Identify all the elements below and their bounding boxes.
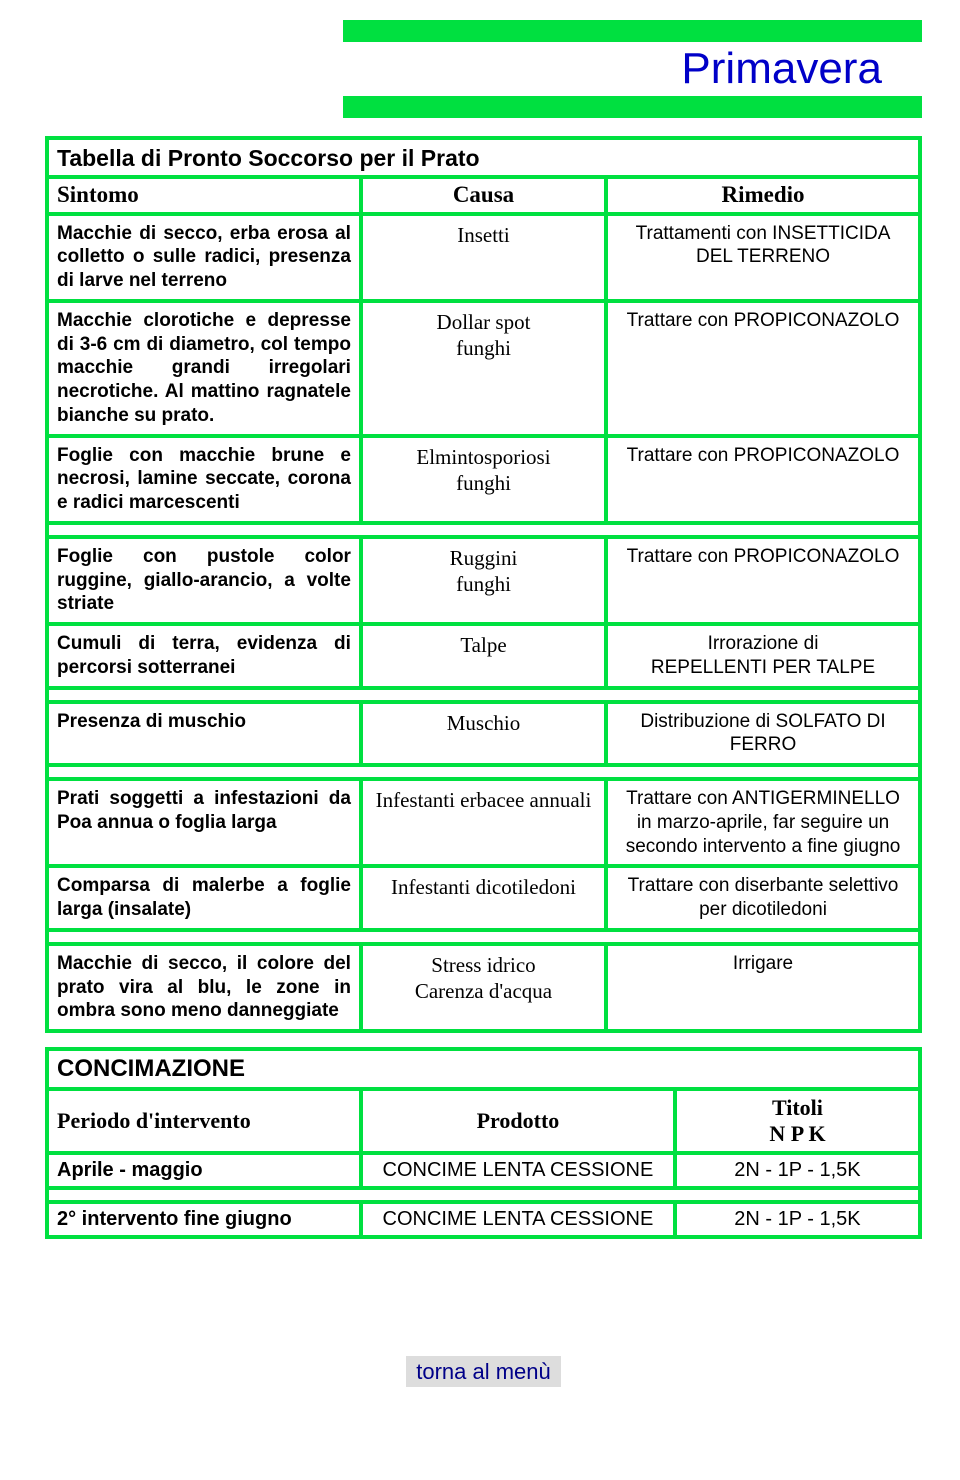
- header-spacer: [45, 96, 343, 118]
- conc-row: Aprile - maggioCONCIME LENTA CESSIONE2N …: [49, 1155, 918, 1186]
- cell-causa: Stress idricoCarenza d'acqua: [363, 946, 604, 1029]
- column-header-sintomo: Sintomo: [49, 179, 359, 212]
- cell-rimedio: Trattare con ANTIGERMINELLOin marzo-apri…: [608, 781, 918, 864]
- group-gap: [49, 525, 918, 535]
- cell-sintomo: Macchie di secco, erba erosa al colletto…: [49, 216, 359, 299]
- table-row: Macchie di secco, erba erosa al colletto…: [49, 216, 918, 299]
- footer-link-wrapper: torna al menù: [45, 1359, 922, 1385]
- back-to-menu-link[interactable]: torna al menù: [406, 1356, 561, 1387]
- cell-rimedio: Irrorazione diREPELLENTI PER TALPE: [608, 626, 918, 686]
- cell-causa: Infestanti dicotiledoni: [363, 868, 604, 928]
- cell-sintomo: Comparsa di malerbe a foglie larga (insa…: [49, 868, 359, 928]
- cell-sintomo: Macchie clorotiche e depresse di 3-6 cm …: [49, 303, 359, 434]
- cell-causa: Elmintosporiosifunghi: [363, 438, 604, 521]
- season-title: Primavera: [641, 42, 922, 96]
- table-row: Foglie con macchie brune e necrosi, lami…: [49, 438, 918, 521]
- conc-cell-periodo: 2° intervento fine giugno: [49, 1204, 359, 1235]
- concimazione-table: CONCIMAZIONE Periodo d'interventoProdotto…: [45, 1047, 922, 1239]
- cell-rimedio: Trattare con diserbante selettivo per di…: [608, 868, 918, 928]
- table-row: Prati soggetti a infestazioni da Poa ann…: [49, 781, 918, 864]
- cell-causa: Insetti: [363, 216, 604, 299]
- table-row: Cumuli di terra, evidenza di percorsi so…: [49, 626, 918, 686]
- header-spacer: [45, 20, 343, 42]
- conc-cell-periodo: Aprile - maggio: [49, 1155, 359, 1186]
- column-header-causa: Causa: [363, 179, 604, 212]
- header-green-top-1: [343, 20, 641, 42]
- conc-row: 2° intervento fine giugnoCONCIME LENTA C…: [49, 1204, 918, 1235]
- conc-header-titoli: TitoliN P K: [677, 1091, 918, 1151]
- season-header-table: Primavera: [45, 20, 922, 118]
- concimazione-title: CONCIMAZIONE: [49, 1051, 918, 1087]
- cell-sintomo: Prati soggetti a infestazioni da Poa ann…: [49, 781, 359, 864]
- conc-cell-titoli: 2N - 1P - 1,5K: [677, 1155, 918, 1186]
- header-green-top-2: [641, 20, 922, 42]
- table-row: Comparsa di malerbe a foglie larga (insa…: [49, 868, 918, 928]
- header-spacer: [45, 42, 343, 96]
- cell-rimedio: Trattare con PROPICONAZOLO: [608, 438, 918, 521]
- cell-causa: Infestanti erbacee annuali: [363, 781, 604, 864]
- column-header-rimedio: Rimedio: [608, 179, 918, 212]
- conc-gap: [49, 1190, 918, 1200]
- season-header: Primavera: [45, 20, 922, 118]
- cell-sintomo: Foglie con macchie brune e necrosi, lami…: [49, 438, 359, 521]
- main-table: Tabella di Pronto Soccorso per il Prato S…: [45, 136, 922, 1033]
- conc-cell-prodotto: CONCIME LENTA CESSIONE: [363, 1204, 673, 1235]
- cell-causa: Dollar spotfunghi: [363, 303, 604, 434]
- table-row: Presenza di muschioMuschioDistribuzione …: [49, 704, 918, 764]
- group-gap: [49, 767, 918, 777]
- cell-rimedio: Trattare con PROPICONAZOLO: [608, 303, 918, 434]
- cell-rimedio: Trattamenti con INSETTICIDA DEL TERRENO: [608, 216, 918, 299]
- cell-rimedio: Distribuzione di SOLFATO DI FERRO: [608, 704, 918, 764]
- header-spacer: [343, 42, 641, 96]
- group-gap: [49, 690, 918, 700]
- cell-sintomo: Foglie con pustole color ruggine, giallo…: [49, 539, 359, 622]
- conc-header-prodotto: Prodotto: [363, 1091, 673, 1151]
- header-green-bot-2: [641, 96, 922, 118]
- table-row: Foglie con pustole color ruggine, giallo…: [49, 539, 918, 622]
- group-gap: [49, 932, 918, 942]
- cell-rimedio: Irrigare: [608, 946, 918, 1029]
- conc-cell-prodotto: CONCIME LENTA CESSIONE: [363, 1155, 673, 1186]
- cell-causa: Rugginifunghi: [363, 539, 604, 622]
- cell-sintomo: Macchie di secco, il colore del prato vi…: [49, 946, 359, 1029]
- table-row: Macchie clorotiche e depresse di 3-6 cm …: [49, 303, 918, 434]
- conc-cell-titoli: 2N - 1P - 1,5K: [677, 1204, 918, 1235]
- cell-causa: Muschio: [363, 704, 604, 764]
- header-green-bot-1: [343, 96, 641, 118]
- cell-sintomo: Presenza di muschio: [49, 704, 359, 764]
- table-row: Macchie di secco, il colore del prato vi…: [49, 946, 918, 1029]
- cell-sintomo: Cumuli di terra, evidenza di percorsi so…: [49, 626, 359, 686]
- page: Primavera Tabella di Pronto Soccorso per…: [0, 0, 960, 1405]
- conc-header-periodo: Periodo d'intervento: [49, 1091, 359, 1151]
- cell-causa: Talpe: [363, 626, 604, 686]
- table-subtitle: Tabella di Pronto Soccorso per il Prato: [49, 140, 918, 175]
- cell-rimedio: Trattare con PROPICONAZOLO: [608, 539, 918, 622]
